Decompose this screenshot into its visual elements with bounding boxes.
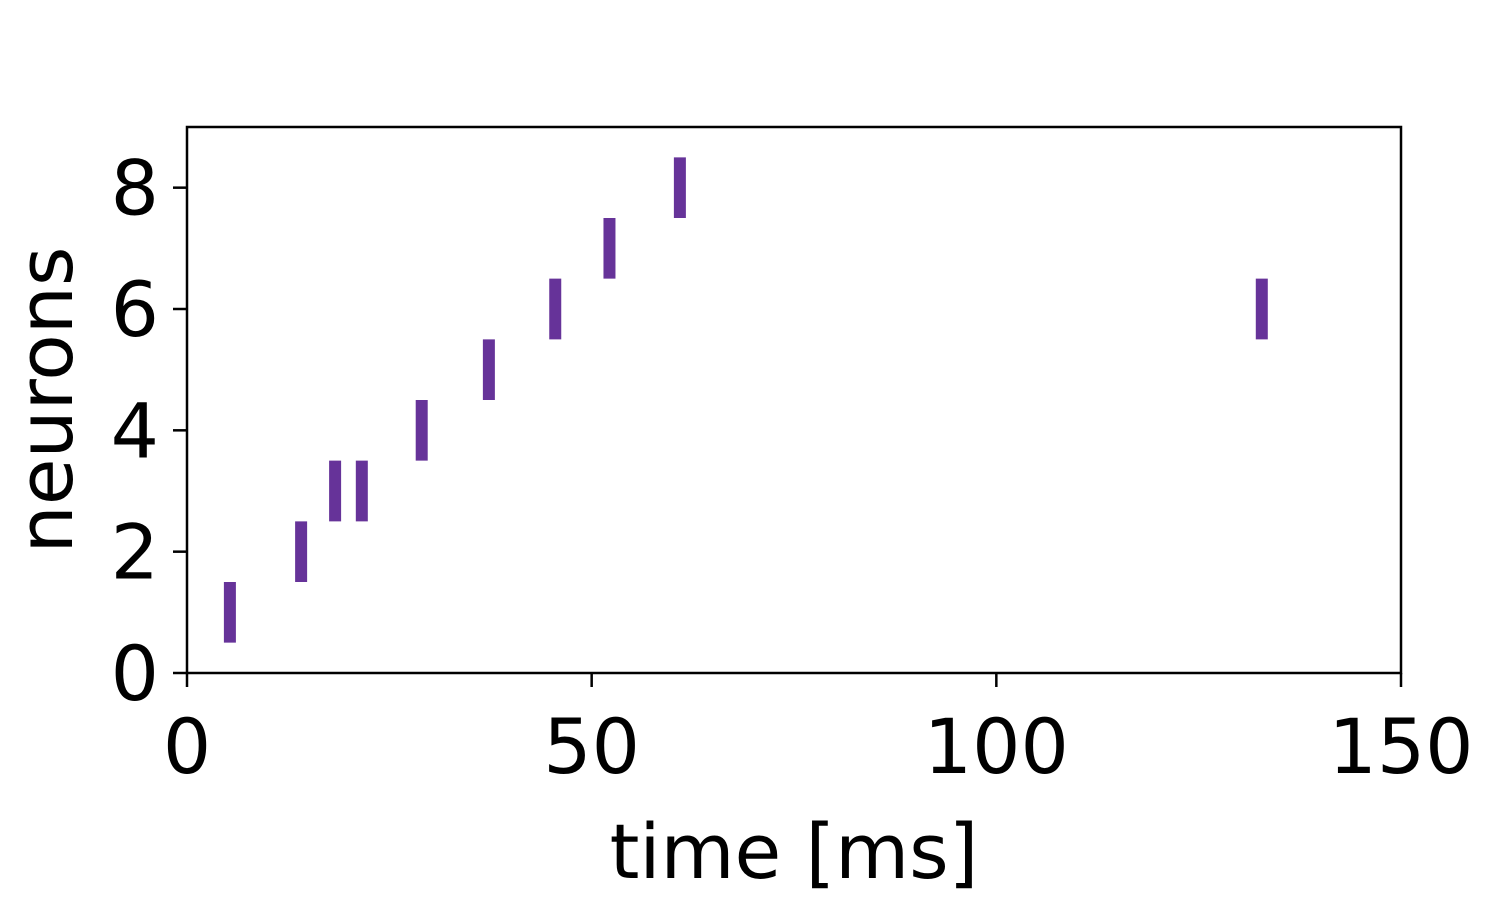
x-tick-label: 100 [924, 702, 1069, 791]
plot-area [187, 127, 1401, 673]
y-axis-label: neurons [1, 247, 90, 554]
x-tick-label: 150 [1328, 702, 1473, 791]
y-tick-label: 6 [111, 265, 159, 354]
y-tick-label: 0 [111, 629, 159, 718]
y-tick-label: 8 [111, 144, 159, 233]
y-axis-ticks: 0 2 4 6 8 [111, 144, 187, 718]
x-tick-label: 0 [163, 702, 211, 791]
x-axis-ticks: 0 50 100 150 [163, 673, 1474, 791]
y-tick-label: 4 [111, 386, 159, 475]
plot-frame [185, 125, 1403, 675]
x-tick-label: 50 [543, 702, 640, 791]
spike-markers [223, 157, 1268, 643]
y-tick-label: 2 [111, 508, 159, 597]
x-axis-label: time [ms] [610, 807, 979, 896]
